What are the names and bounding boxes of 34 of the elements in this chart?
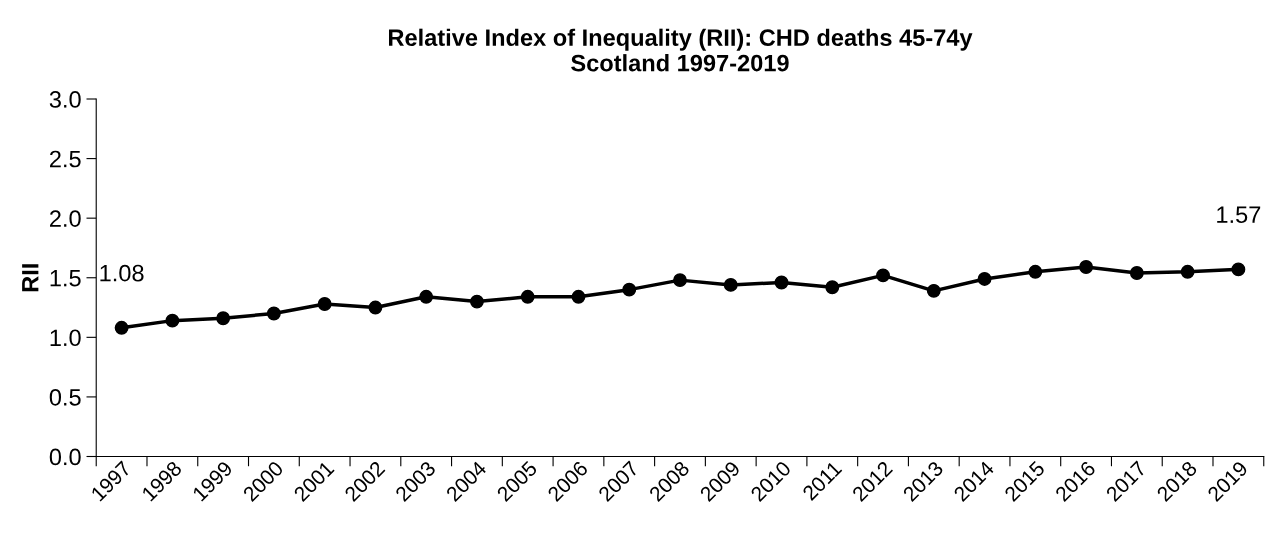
point (1231, 262, 1246, 277)
point (926, 283, 941, 298)
chart-title: Relative Index of Inequality (RII): CHD deaths 45-74y Scotland 1997-2019 (389, 28, 973, 72)
text: 1.0 (50, 329, 81, 347)
point (114, 320, 129, 335)
point (977, 271, 992, 286)
point (419, 289, 434, 304)
point (216, 311, 231, 326)
point (876, 268, 890, 283)
point (622, 282, 637, 297)
point (1180, 264, 1195, 279)
text: 2.5 (50, 150, 81, 168)
point (723, 277, 738, 292)
text: 2.0 (50, 210, 81, 227)
point (368, 300, 383, 315)
point (571, 289, 586, 304)
point (469, 294, 484, 309)
text: 0.5 (49, 388, 81, 406)
text: 0.0 (49, 448, 81, 466)
point (1079, 260, 1094, 274)
point (317, 297, 332, 311)
point (774, 275, 789, 290)
text: 3.0 (49, 91, 81, 108)
data-label: 1.08 (100, 264, 144, 282)
point (266, 306, 281, 321)
point (673, 273, 687, 288)
point (165, 313, 180, 328)
point (825, 280, 840, 295)
point (520, 289, 535, 304)
point (1028, 264, 1043, 279)
text: 1.5 (50, 270, 81, 287)
data-label: 1.57 (1217, 206, 1261, 224)
point (1129, 266, 1144, 280)
y-axis-title: RII (22, 264, 39, 292)
